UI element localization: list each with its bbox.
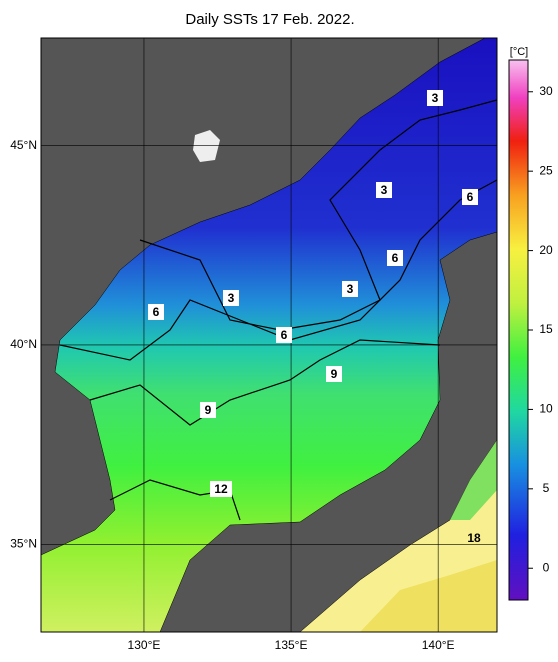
island [193, 130, 220, 162]
colorbar-tick-label: 25 [539, 163, 553, 177]
contour-label-box [223, 290, 239, 306]
contour-label: 12 [214, 482, 228, 496]
pacific-warm [360, 560, 497, 632]
contour-label: 3 [347, 282, 354, 296]
map-frame [40, 37, 498, 633]
contour-label: 6 [153, 305, 160, 319]
colorbar-tick-label: 10 [539, 402, 553, 416]
contour-label-box [342, 281, 358, 297]
colorbar-tick-label: 20 [539, 243, 553, 257]
y-tick-label: 45°N [10, 138, 37, 152]
contour-12 [109, 479, 241, 521]
pacific-coast [450, 440, 497, 520]
contour-9 [89, 339, 441, 426]
map-title: Daily SSTs 17 Feb. 2022. [185, 11, 354, 28]
contour-label-box [210, 481, 232, 497]
contour-label: 3 [432, 91, 439, 105]
contour-label: 18 [467, 531, 481, 545]
contour-label-box [387, 250, 403, 266]
colorbar-tick-label: 30 [539, 84, 553, 98]
contour-label-box [276, 327, 292, 343]
y-tick-label: 40°N [10, 337, 37, 351]
colorbar-tick-label: 15 [539, 322, 553, 336]
contour-label-box [326, 366, 342, 382]
contour-label-box [376, 182, 392, 198]
colorbar-unit: [°C] [510, 46, 528, 58]
contour-3 [139, 99, 497, 331]
colorbar [508, 59, 529, 601]
colorbar-tick-label: 0 [543, 560, 550, 574]
contour-label-box [148, 304, 164, 320]
colorbar-tick-label: 5 [543, 481, 550, 495]
contour-label: 6 [392, 251, 399, 265]
contour-label: 9 [205, 403, 212, 417]
contour-label: 3 [228, 291, 235, 305]
contour-label-box [462, 189, 478, 205]
contour-label-box [200, 402, 216, 418]
map-area [41, 38, 497, 632]
contour-label: 6 [281, 328, 288, 342]
contour-label: 9 [331, 367, 338, 381]
graticule [41, 38, 497, 632]
y-tick-label: 35°N [10, 536, 37, 550]
x-tick-label: 130°E [128, 638, 161, 652]
x-tick-label: 140°E [422, 638, 455, 652]
x-tick-label: 135°E [275, 638, 308, 652]
contour-label: 6 [467, 190, 474, 204]
contour-label: 3 [381, 183, 388, 197]
contour-label-box [427, 90, 443, 106]
